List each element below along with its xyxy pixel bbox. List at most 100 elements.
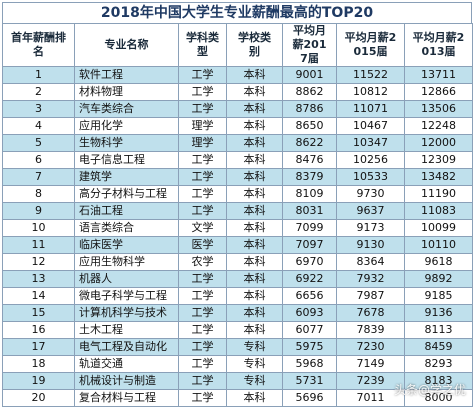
salary-2013-cell: 12309 [404, 151, 473, 169]
category-cell: 医学 [178, 236, 227, 254]
table-row: 3 汽车类综合 工学 本科 8786 11071 13506 [2, 100, 473, 118]
rank-cell: 7 [2, 168, 75, 186]
table-row: 14 微电子科学与工程 工学 本科 6656 7987 9185 [2, 287, 473, 305]
salary-2017-cell: 9001 [282, 66, 337, 84]
table-row: 12 应用生物科学 农学 本科 6970 8364 9618 [2, 253, 473, 271]
major-cell: 土木工程 [74, 321, 179, 339]
table-row: 6 电子信息工程 工学 本科 8476 10256 12309 [2, 151, 473, 169]
major-cell: 临床医学 [74, 236, 179, 254]
major-cell: 轨道交通 [74, 355, 179, 373]
salary-2013-cell: 8113 [404, 321, 473, 339]
major-cell: 复合材料与工程 [74, 389, 179, 407]
salary-2015-cell: 10347 [336, 134, 405, 152]
salary-2013-cell: 13482 [404, 168, 473, 186]
salary-2017-cell: 6922 [282, 270, 337, 288]
rank-cell: 16 [2, 321, 75, 339]
salary-2017-cell: 7099 [282, 219, 337, 237]
category-cell: 工学 [178, 321, 227, 339]
salary-2013-cell: 8293 [404, 355, 473, 373]
table-row: 18 轨道交通 工学 专科 5968 7149 8293 [2, 355, 473, 373]
category-cell: 工学 [178, 66, 227, 84]
category-cell: 工学 [178, 372, 227, 390]
category-cell: 理学 [178, 117, 227, 135]
rank-cell: 9 [2, 202, 75, 220]
salary-2013-cell: 12000 [404, 134, 473, 152]
table-title: 2018年中国大学生专业薪酬最高的TOP20 [2, 2, 472, 23]
table-row: 8 高分子材料与工程 工学 本科 8109 9730 11190 [2, 185, 473, 203]
rank-cell: 13 [2, 270, 75, 288]
salary-table: 首年薪酬排名 专业名称 学科类型 学校类别 平均月薪2017届 平均月薪2015… [2, 23, 473, 407]
major-cell: 高分子材料与工程 [74, 185, 179, 203]
school-cell: 本科 [226, 83, 283, 101]
school-cell: 本科 [226, 270, 283, 288]
category-cell: 工学 [178, 83, 227, 101]
salary-2017-cell: 7097 [282, 236, 337, 254]
category-cell: 工学 [178, 389, 227, 407]
header-major: 专业名称 [74, 23, 179, 67]
rank-cell: 6 [2, 151, 75, 169]
salary-2013-cell: 12248 [404, 117, 473, 135]
rank-cell: 19 [2, 372, 75, 390]
rank-cell: 4 [2, 117, 75, 135]
table-row: 1 软件工程 工学 本科 9001 11522 13711 [2, 66, 473, 84]
rank-cell: 11 [2, 236, 75, 254]
major-cell: 电气工程及自动化 [74, 338, 179, 356]
school-cell: 本科 [226, 236, 283, 254]
salary-2013-cell: 10099 [404, 219, 473, 237]
table-row: 2 材料物理 工学 本科 8862 10812 12866 [2, 83, 473, 101]
salary-2015-cell: 9173 [336, 219, 405, 237]
major-cell: 机械设计与制造 [74, 372, 179, 390]
salary-2013-cell: 10110 [404, 236, 473, 254]
table-row: 19 机械设计与制造 工学 专科 5731 7239 8183 [2, 372, 473, 390]
major-cell: 生物科学 [74, 134, 179, 152]
category-cell: 工学 [178, 202, 227, 220]
major-cell: 语言类综合 [74, 219, 179, 237]
salary-2015-cell: 8364 [336, 253, 405, 271]
school-cell: 本科 [226, 202, 283, 220]
rank-cell: 14 [2, 287, 75, 305]
rank-cell: 17 [2, 338, 75, 356]
salary-2017-cell: 6093 [282, 304, 337, 322]
salary-2017-cell: 5731 [282, 372, 337, 390]
salary-2017-cell: 8031 [282, 202, 337, 220]
salary-2015-cell: 9130 [336, 236, 405, 254]
category-cell: 工学 [178, 270, 227, 288]
header-2017: 平均月薪2017届 [282, 23, 337, 67]
major-cell: 应用生物科学 [74, 253, 179, 271]
school-cell: 本科 [226, 321, 283, 339]
table-row: 7 建筑学 工学 本科 8379 10533 13482 [2, 168, 473, 186]
major-cell: 应用化学 [74, 117, 179, 135]
table-row: 13 机器人 工学 本科 6922 7932 9892 [2, 270, 473, 288]
salary-2017-cell: 6077 [282, 321, 337, 339]
salary-2017-cell: 8622 [282, 134, 337, 152]
school-cell: 专科 [226, 338, 283, 356]
salary-2017-cell: 6656 [282, 287, 337, 305]
school-cell: 本科 [226, 66, 283, 84]
salary-2013-cell: 8000 [404, 389, 473, 407]
category-cell: 工学 [178, 168, 227, 186]
header-2015: 平均月薪2015届 [336, 23, 405, 67]
major-cell: 微电子科学与工程 [74, 287, 179, 305]
rank-cell: 10 [2, 219, 75, 237]
school-cell: 本科 [226, 219, 283, 237]
major-cell: 计算机科学与技术 [74, 304, 179, 322]
table-row: 20 复合材料与工程 工学 本科 5696 7011 8000 [2, 389, 473, 407]
rank-cell: 18 [2, 355, 75, 373]
salary-2013-cell: 8183 [404, 372, 473, 390]
category-cell: 工学 [178, 338, 227, 356]
table-row: 17 电气工程及自动化 工学 专科 5975 7230 8459 [2, 338, 473, 356]
category-cell: 工学 [178, 355, 227, 373]
major-cell: 石油工程 [74, 202, 179, 220]
salary-2013-cell: 9892 [404, 270, 473, 288]
table-row: 16 土木工程 工学 本科 6077 7839 8113 [2, 321, 473, 339]
salary-2017-cell: 6970 [282, 253, 337, 271]
salary-2015-cell: 11071 [336, 100, 405, 118]
salary-2017-cell: 8476 [282, 151, 337, 169]
salary-2015-cell: 10812 [336, 83, 405, 101]
category-cell: 工学 [178, 304, 227, 322]
major-cell: 材料物理 [74, 83, 179, 101]
salary-2015-cell: 7932 [336, 270, 405, 288]
salary-2013-cell: 11083 [404, 202, 473, 220]
table-row: 15 计算机科学与技术 工学 本科 6093 7678 9136 [2, 304, 473, 322]
rank-cell: 15 [2, 304, 75, 322]
